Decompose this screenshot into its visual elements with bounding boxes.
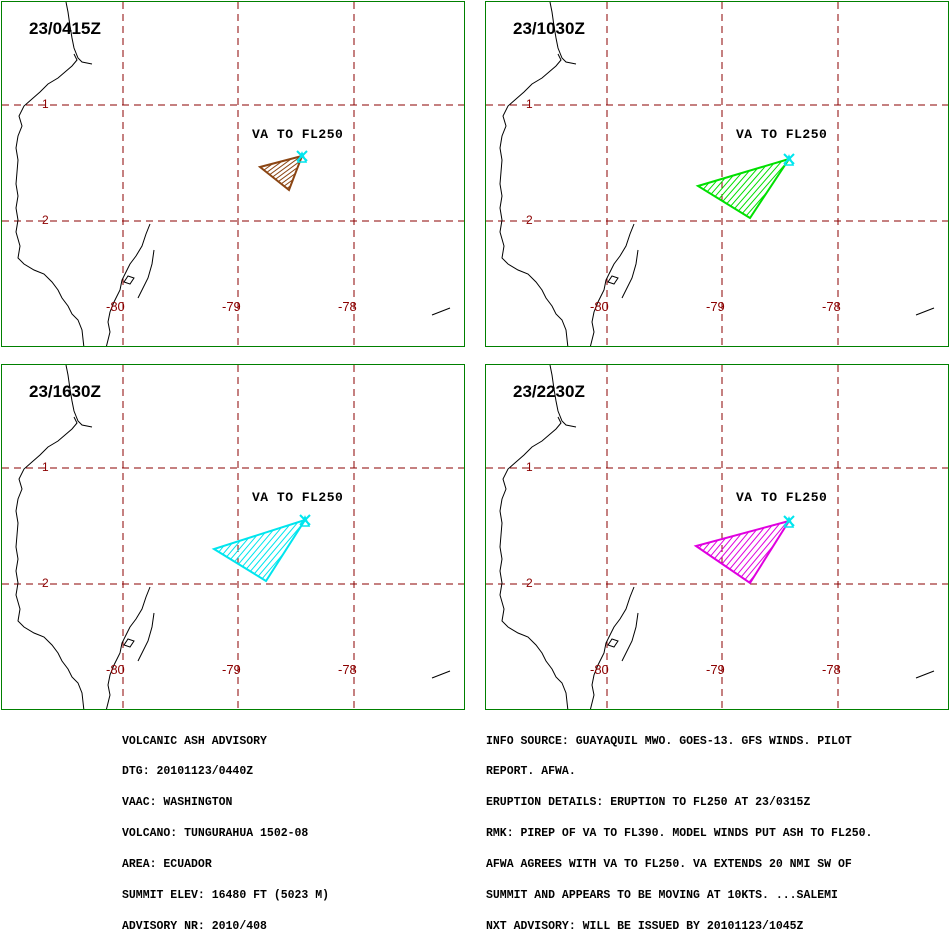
advisory-header-text: VOLCANIC ASH ADVISORY DTG: 20101123/0440… (122, 716, 329, 943)
lon-label: -80 (590, 662, 609, 677)
map-panel-4: 23/2230Z VA TO FL250 -1 -2 -80 -79 -78 (485, 364, 949, 710)
lat-label: -1 (522, 460, 533, 474)
lon-label: -79 (706, 299, 725, 314)
advisory-line: NXT ADVISORY: WILL BE ISSUED BY 20101123… (486, 919, 804, 933)
ash-area-outline (211, 518, 308, 583)
coastline (65, 2, 93, 65)
lat-label: -2 (38, 576, 49, 590)
panel-time: 23/2230Z (513, 382, 585, 401)
marker-triangle (299, 515, 311, 527)
volcano-marker-icon (783, 153, 795, 166)
advisory-details-text: INFO SOURCE: GUAYAQUIL MWO. GOES-13. GFS… (486, 716, 872, 943)
advisory-line: SUMMIT AND APPEARS TO BE MOVING AT 10KTS… (486, 889, 838, 903)
lon-label: -78 (338, 299, 357, 314)
ash-label: VA TO FL250 (736, 127, 828, 142)
panel-time: 23/1030Z (513, 19, 585, 38)
advisory-line: AREA: ECUADOR (122, 858, 212, 872)
ash-area-outline (693, 519, 792, 585)
map-canvas (2, 2, 464, 346)
map-panel-1: 23/0415Z VA TO FL250 -1 -2 -80 -79 -78 (1, 1, 465, 347)
lon-label: -78 (822, 299, 841, 314)
coastline (105, 223, 155, 346)
advisory-line: DTG: 20101123/0440Z (122, 765, 254, 779)
advisory-line: REPORT. AFWA. (486, 765, 576, 779)
ash-area-outline (257, 154, 304, 192)
map-canvas (2, 365, 464, 709)
coastline (499, 53, 569, 346)
coastline (549, 365, 577, 428)
lon-label: -79 (222, 662, 241, 677)
coastline (431, 670, 451, 679)
marker-triangle (783, 154, 795, 166)
ash-label: VA TO FL250 (252, 127, 344, 142)
map-canvas (486, 365, 948, 709)
lon-label: -80 (106, 299, 125, 314)
coastline (915, 307, 935, 316)
ash-label: VA TO FL250 (252, 490, 344, 505)
marker-triangle (296, 151, 308, 163)
lon-label: -79 (222, 299, 241, 314)
coastline (589, 223, 639, 346)
panel-time: 23/0415Z (29, 19, 101, 38)
advisory-line: ERUPTION DETAILS: ERUPTION TO FL250 AT 2… (486, 796, 811, 810)
volcano-marker-icon (299, 514, 311, 527)
advisory-line: VOLCANO: TUNGURAHUA 1502-08 (122, 827, 309, 841)
lat-label: -1 (522, 97, 533, 111)
marker-triangle (783, 516, 795, 528)
coastline (549, 2, 577, 65)
coastline (15, 416, 85, 709)
coastline (431, 307, 451, 316)
lat-label: -1 (38, 97, 49, 111)
lon-label: -79 (706, 662, 725, 677)
advisory-line: SUMMIT ELEV: 16480 FT (5023 M) (122, 889, 330, 903)
coastline (589, 586, 639, 709)
lon-label: -80 (590, 299, 609, 314)
advisory-line: VAAC: WASHINGTON (122, 796, 233, 810)
advisory-line: VOLCANIC ASH ADVISORY (122, 734, 267, 748)
lat-label: -2 (522, 213, 533, 227)
lon-label: -80 (106, 662, 125, 677)
ash-hatch (260, 156, 302, 190)
lon-label: -78 (822, 662, 841, 677)
advisory-line: ADVISORY NR: 2010/408 (122, 919, 267, 933)
coastline (105, 586, 155, 709)
lon-label: -78 (338, 662, 357, 677)
coastline (915, 670, 935, 679)
map-canvas (486, 2, 948, 346)
advisory-line: AFWA AGREES WITH VA TO FL250. VA EXTENDS… (486, 858, 852, 872)
volcano-marker-icon (783, 515, 795, 528)
panel-time: 23/1630Z (29, 382, 101, 401)
map-panel-3: 23/1630Z VA TO FL250 -1 -2 -80 -79 -78 (1, 364, 465, 710)
advisory-line: RMK: PIREP OF VA TO FL390. MODEL WINDS P… (486, 827, 873, 841)
map-panel-2: 23/1030Z VA TO FL250 -1 -2 -80 -79 -78 (485, 1, 949, 347)
lat-label: -2 (38, 213, 49, 227)
ash-label: VA TO FL250 (736, 490, 828, 505)
coastline (15, 53, 85, 346)
coastline (65, 365, 93, 428)
ash-area-outline (695, 157, 792, 220)
ash-hatch (696, 521, 789, 583)
lat-label: -1 (38, 460, 49, 474)
lat-label: -2 (522, 576, 533, 590)
coastline (499, 416, 569, 709)
volcano-marker-icon (296, 150, 308, 163)
advisory-line: INFO SOURCE: GUAYAQUIL MWO. GOES-13. GFS… (486, 734, 852, 748)
